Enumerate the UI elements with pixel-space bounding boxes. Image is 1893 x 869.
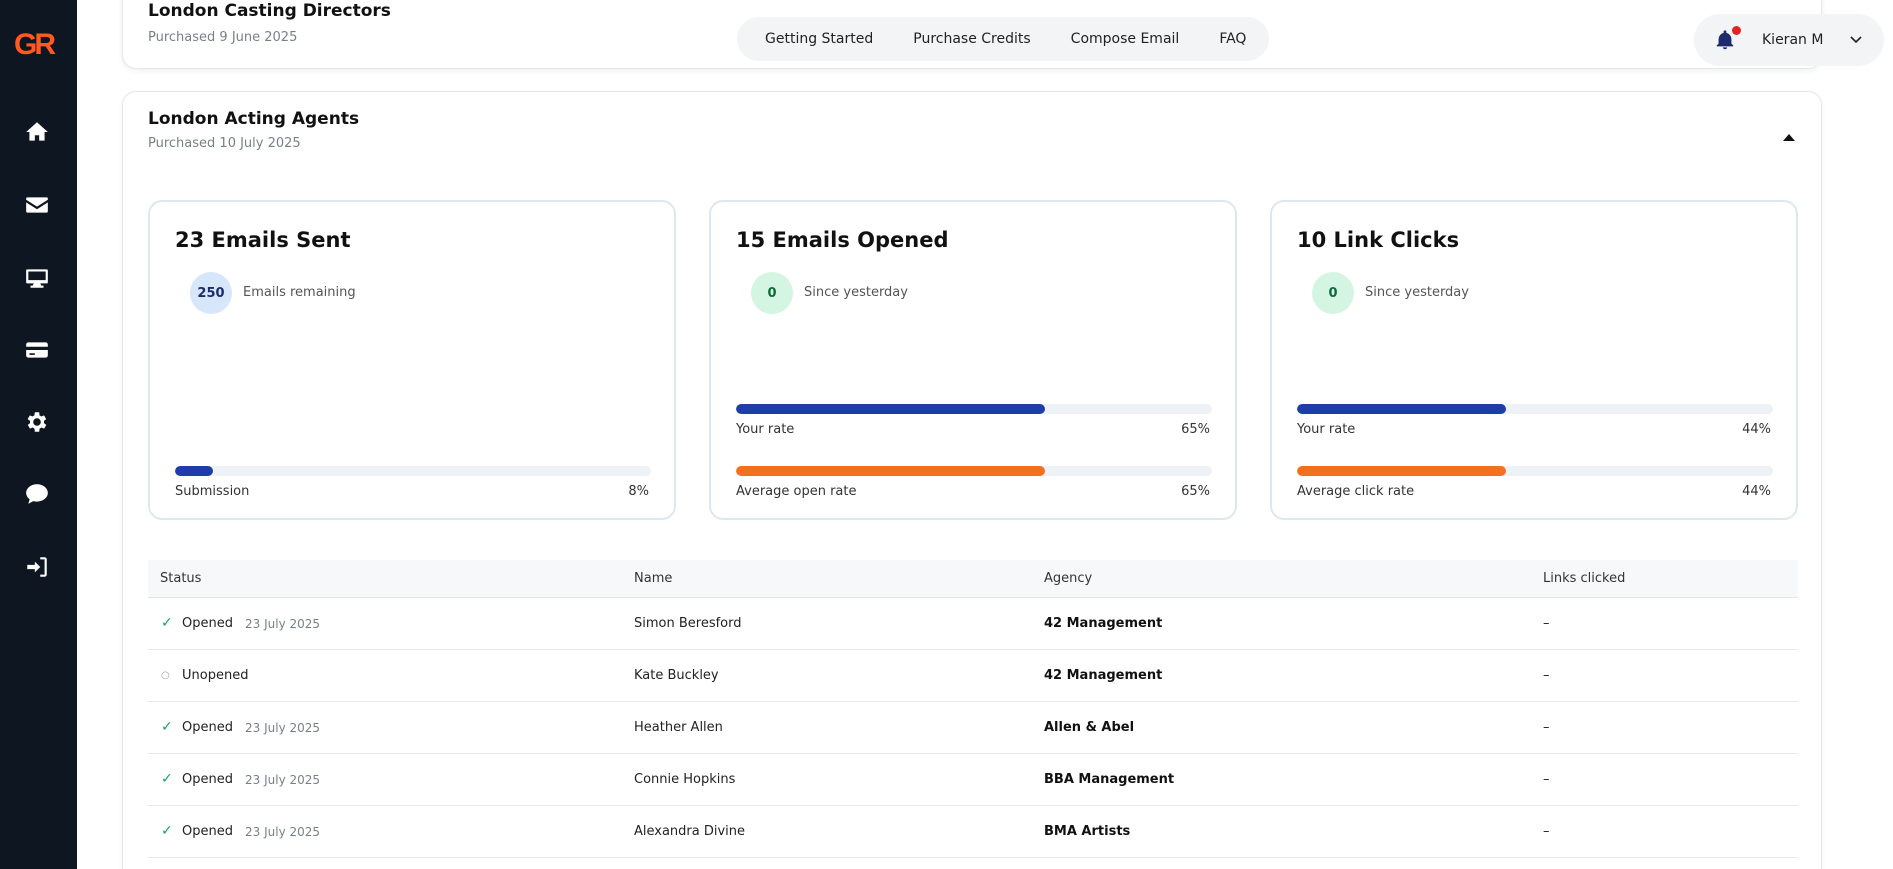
nav-getting-started[interactable]: Getting Started bbox=[765, 31, 874, 47]
progress-fill bbox=[175, 466, 214, 476]
remaining-label: Emails remaining bbox=[243, 285, 356, 300]
notification-dot bbox=[1732, 26, 1741, 35]
agency-name: BMA Artists bbox=[1044, 824, 1131, 839]
opened-date: 23 July 2025 bbox=[245, 773, 321, 787]
agency-name: BBA Management bbox=[1044, 772, 1175, 787]
sidebar: GR bbox=[0, 0, 77, 869]
recipients-table: Status Name Agency Links clicked ✓ Opened… bbox=[148, 560, 1798, 858]
since-yesterday-label: Since yesterday bbox=[804, 285, 908, 300]
stat-card-emails-opened: 15 Emails Opened 0 Since yesterday Your … bbox=[709, 200, 1237, 520]
main-content: London Casting Directors Purchased 9 Jun… bbox=[77, 0, 1893, 869]
stat-heading: 10 Link Clicks bbox=[1297, 228, 1460, 252]
bar-label: Your rate bbox=[1297, 422, 1356, 437]
submission-progress-bar bbox=[175, 466, 651, 476]
links-clicked-value: – bbox=[1543, 668, 1550, 683]
campaign-title: London Acting Agents bbox=[148, 109, 360, 129]
recipient-name: Connie Hopkins bbox=[634, 772, 736, 787]
campaign-purchased-date: Purchased 10 July 2025 bbox=[148, 136, 301, 151]
stat-heading: 23 Emails Sent bbox=[175, 228, 351, 252]
progress-fill bbox=[736, 404, 1046, 414]
remaining-badge: 250 bbox=[190, 272, 232, 314]
monitor-icon[interactable] bbox=[22, 263, 52, 293]
bar-label: Your rate bbox=[736, 422, 795, 437]
check-icon: ✓ bbox=[161, 719, 173, 735]
bar-label: Submission bbox=[175, 484, 250, 499]
progress-fill bbox=[1297, 466, 1507, 476]
since-yesterday-label: Since yesterday bbox=[1365, 285, 1469, 300]
stat-card-emails-sent: 23 Emails Sent 250 Emails remaining Subm… bbox=[148, 200, 676, 520]
bar-value: 44% bbox=[1742, 422, 1771, 437]
nav-faq[interactable]: FAQ bbox=[1219, 31, 1247, 47]
progress-fill bbox=[1297, 404, 1507, 414]
links-clicked-value: – bbox=[1543, 616, 1550, 631]
recipient-name: Simon Beresford bbox=[634, 616, 742, 631]
envelope-icon[interactable] bbox=[22, 190, 52, 220]
gear-icon[interactable] bbox=[22, 407, 52, 437]
average-open-rate-bar bbox=[736, 466, 1212, 476]
progress-fill bbox=[736, 466, 1046, 476]
links-clicked-value: – bbox=[1543, 772, 1550, 787]
nav-purchase-credits[interactable]: Purchase Credits bbox=[913, 31, 1031, 47]
campaign-card-expanded: London Acting Agents Purchased 10 July 2… bbox=[122, 91, 1822, 869]
check-icon: ✓ bbox=[161, 615, 173, 631]
bar-label: Average click rate bbox=[1297, 484, 1415, 499]
recipient-name: Kate Buckley bbox=[634, 668, 719, 683]
recipient-name: Heather Allen bbox=[634, 720, 723, 735]
brand-logo[interactable]: GR bbox=[14, 28, 56, 61]
table-row[interactable]: ✓ Opened 23 July 2025 Alexandra Divine BMA A… bbox=[148, 806, 1798, 858]
chat-bubble-icon[interactable] bbox=[22, 479, 52, 509]
column-header-agency[interactable]: Agency bbox=[1044, 571, 1093, 586]
recipient-name: Alexandra Divine bbox=[634, 824, 746, 839]
column-header-status[interactable]: Status bbox=[160, 571, 202, 586]
table-body: ✓ Opened 23 July 2025 Simon Beresford 42 Man… bbox=[148, 598, 1798, 858]
bar-value: 8% bbox=[628, 484, 649, 499]
bar-label: Average open rate bbox=[736, 484, 857, 499]
status-label: Opened bbox=[182, 616, 233, 631]
circle-icon: ○ bbox=[161, 670, 170, 681]
bar-value: 44% bbox=[1742, 484, 1771, 499]
table-row[interactable]: ✓ Opened 23 July 2025 Connie Hopkins BBA Man… bbox=[148, 754, 1798, 806]
opened-date: 23 July 2025 bbox=[245, 721, 321, 735]
user-menu: Kieran M bbox=[1694, 14, 1884, 66]
bar-value: 65% bbox=[1181, 422, 1210, 437]
agency-name: 42 Management bbox=[1044, 668, 1163, 683]
status-label: Unopened bbox=[182, 668, 249, 683]
credit-card-icon[interactable] bbox=[22, 335, 52, 365]
stat-card-link-clicks: 10 Link Clicks 0 Since yesterday Your ra… bbox=[1270, 200, 1798, 520]
agency-name: 42 Management bbox=[1044, 616, 1163, 631]
table-header: Status Name Agency Links clicked bbox=[148, 560, 1798, 598]
links-clicked-value: – bbox=[1543, 720, 1550, 735]
your-click-rate-bar bbox=[1297, 404, 1773, 414]
since-yesterday-badge: 0 bbox=[751, 272, 793, 314]
your-open-rate-bar bbox=[736, 404, 1212, 414]
check-icon: ✓ bbox=[161, 823, 173, 839]
campaign-purchased-date: Purchased 9 June 2025 bbox=[148, 30, 298, 45]
status-label: Opened bbox=[182, 824, 233, 839]
since-yesterday-badge: 0 bbox=[1312, 272, 1354, 314]
agency-name: Allen & Abel bbox=[1044, 720, 1135, 735]
links-clicked-value: – bbox=[1543, 824, 1550, 839]
nav-compose-email[interactable]: Compose Email bbox=[1070, 31, 1180, 47]
table-row[interactable]: ✓ Opened 23 July 2025 Heather Allen Allen & … bbox=[148, 702, 1798, 754]
top-navigation: Getting Started Purchase Credits Compose… bbox=[737, 17, 1269, 61]
table-row[interactable]: ○ Unopened Kate Buckley 42 Management – bbox=[148, 650, 1798, 702]
status-label: Opened bbox=[182, 720, 233, 735]
opened-date: 23 July 2025 bbox=[245, 617, 321, 631]
sign-in-icon[interactable] bbox=[22, 552, 52, 582]
bell-icon[interactable] bbox=[1714, 29, 1736, 51]
column-header-name[interactable]: Name bbox=[634, 571, 673, 586]
average-click-rate-bar bbox=[1297, 466, 1773, 476]
bar-value: 65% bbox=[1181, 484, 1210, 499]
collapse-caret-icon[interactable] bbox=[1782, 132, 1796, 142]
status-label: Opened bbox=[182, 772, 233, 787]
stat-heading: 15 Emails Opened bbox=[736, 228, 949, 252]
column-header-links-clicked[interactable]: Links clicked bbox=[1543, 571, 1626, 586]
opened-date: 23 July 2025 bbox=[245, 825, 321, 839]
user-name[interactable]: Kieran M bbox=[1762, 32, 1824, 48]
check-icon: ✓ bbox=[161, 771, 173, 787]
table-row[interactable]: ✓ Opened 23 July 2025 Simon Beresford 42 Man… bbox=[148, 598, 1798, 650]
campaign-title: London Casting Directors bbox=[148, 1, 391, 21]
chevron-down-icon[interactable] bbox=[1850, 36, 1862, 44]
home-icon[interactable] bbox=[22, 117, 52, 147]
